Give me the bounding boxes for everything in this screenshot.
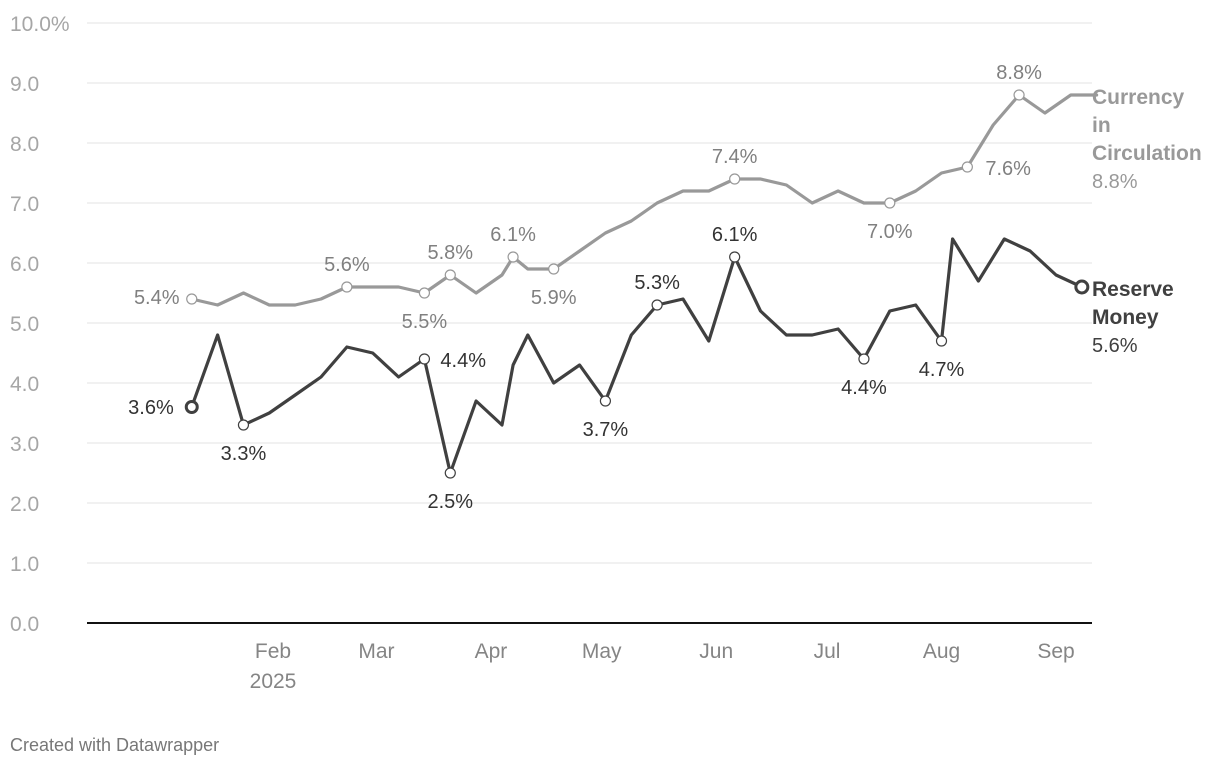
data-label: 5.6%: [324, 254, 370, 276]
data-point-marker: [884, 197, 896, 209]
y-tick-label: 9.0: [10, 73, 39, 96]
series-end-value: 8.8%: [1092, 171, 1138, 193]
y-tick-label: 4.0: [10, 373, 39, 396]
y-tick-label: 3.0: [10, 433, 39, 456]
data-point-marker: [935, 335, 948, 347]
data-label: 3.6%: [128, 397, 174, 419]
data-point-marker: [444, 467, 456, 479]
y-axis: 0.0 1.0 2.0 3.0 4.0 5.0 6.0 7.0 8.0 9.0 10.0%: [10, 13, 70, 636]
y-tick-label: 2.0: [10, 493, 39, 516]
x-tick-label: Aug: [923, 640, 960, 663]
data-labels: 5.4% 5.6% 5.5% 5.8% 6.1% 5.9% 7.4% 7.0% 7.6% 8.8%…: [128, 62, 1042, 513]
series-name: in: [1092, 114, 1111, 137]
credit-text: Created with Datawrapper: [10, 735, 220, 755]
data-label: 3.3%: [221, 443, 267, 465]
series-end-value: 5.6%: [1092, 335, 1138, 357]
x-tick-label: Jun: [699, 640, 733, 663]
data-label: 5.5%: [402, 311, 448, 333]
x-axis: Feb 2025 Mar Apr May Jun Jul Aug Sep: [250, 640, 1075, 693]
series-end-labels: Currency in Circulation 8.8% Reserve Money 5.6…: [1092, 86, 1202, 357]
data-label: 8.8%: [996, 62, 1042, 84]
data-point-marker: [599, 395, 612, 407]
data-point-marker: [237, 419, 250, 431]
x-tick-label: Mar: [358, 640, 394, 663]
data-label: 5.8%: [427, 242, 473, 264]
y-tick-label: 1.0: [10, 553, 39, 576]
data-point-marker: [418, 353, 431, 365]
data-label: 5.4%: [134, 287, 180, 309]
data-label: 6.1%: [712, 224, 758, 246]
data-point-marker: [729, 251, 741, 263]
y-tick-label: 6.0: [10, 253, 39, 276]
series-name: Currency: [1092, 86, 1185, 109]
gridlines: [87, 22, 1092, 624]
x-tick-label: May: [582, 640, 622, 663]
data-point-marker: [729, 173, 741, 185]
x-tick-sublabel: 2025: [250, 670, 297, 693]
data-label: 7.6%: [985, 158, 1031, 180]
series-markers: [184, 89, 1090, 479]
data-label: 3.7%: [583, 419, 629, 441]
data-point-marker: [961, 161, 973, 173]
y-tick-label: 7.0: [10, 193, 39, 216]
x-tick-label: Feb: [255, 640, 291, 663]
data-label: 2.5%: [427, 491, 473, 513]
data-label: 7.0%: [867, 221, 913, 243]
data-label: 4.7%: [919, 359, 965, 381]
data-point-marker: [507, 251, 519, 263]
data-point-marker: [341, 281, 353, 293]
series-name: Reserve: [1092, 278, 1174, 301]
data-label: 5.9%: [531, 287, 577, 309]
series-name: Circulation: [1092, 142, 1202, 165]
y-tick-label: 10.0%: [10, 13, 70, 36]
series-end-marker: [1074, 279, 1090, 295]
data-point-marker: [651, 299, 663, 311]
series-name: Money: [1092, 306, 1159, 329]
data-point-marker: [444, 269, 456, 281]
y-tick-label: 5.0: [10, 313, 39, 336]
data-point-marker: [1013, 89, 1025, 101]
data-point-marker: [548, 263, 560, 275]
data-label: 7.4%: [712, 146, 758, 168]
data-label: 4.4%: [841, 377, 887, 399]
data-point-marker: [184, 400, 199, 414]
data-point-marker: [186, 293, 198, 305]
data-label: 6.1%: [490, 224, 536, 246]
data-point-marker: [418, 287, 431, 299]
y-tick-label: 8.0: [10, 133, 39, 156]
data-label: 5.3%: [634, 272, 680, 294]
data-point-marker: [858, 353, 870, 365]
data-label: 4.4%: [440, 350, 486, 372]
x-tick-label: Jul: [814, 640, 841, 663]
y-tick-label: 0.0: [10, 613, 39, 636]
x-tick-label: Apr: [475, 640, 508, 663]
x-tick-label: Sep: [1037, 640, 1074, 663]
